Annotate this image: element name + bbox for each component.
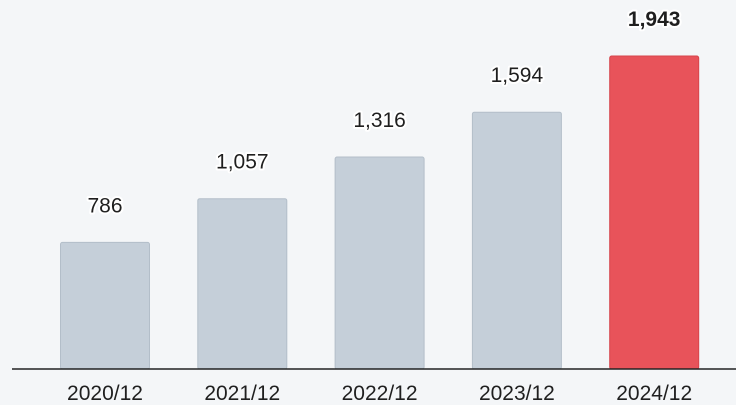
- bar-2024-12: [609, 55, 700, 370]
- value-label-2024-12: 1,943: [628, 8, 681, 31]
- bar-2021-12: [197, 198, 288, 370]
- value-label-2020-12: 786: [87, 194, 122, 217]
- category-labels-group: 2020/12 2021/12 2022/12 2023/12 2024/12: [67, 382, 692, 405]
- bars-group: [60, 55, 700, 370]
- category-label-2021-12: 2021/12: [204, 382, 280, 405]
- value-labels-group: 786 1,057 1,316 1,594 1,943: [85, 6, 682, 219]
- category-label-2023-12: 2023/12: [479, 382, 555, 405]
- bar-2022-12: [334, 156, 425, 370]
- bar-2023-12: [471, 111, 562, 370]
- bar-2020-12: [60, 241, 150, 370]
- category-label-2020-12: 2020/12: [67, 382, 143, 405]
- value-label-2023-12: 1,594: [491, 64, 544, 87]
- category-label-2024-12: 2024/12: [616, 382, 692, 405]
- category-label-2022-12: 2022/12: [342, 382, 418, 405]
- value-label-2022-12: 1,316: [353, 109, 406, 132]
- value-label-2021-12: 1,057: [216, 151, 269, 174]
